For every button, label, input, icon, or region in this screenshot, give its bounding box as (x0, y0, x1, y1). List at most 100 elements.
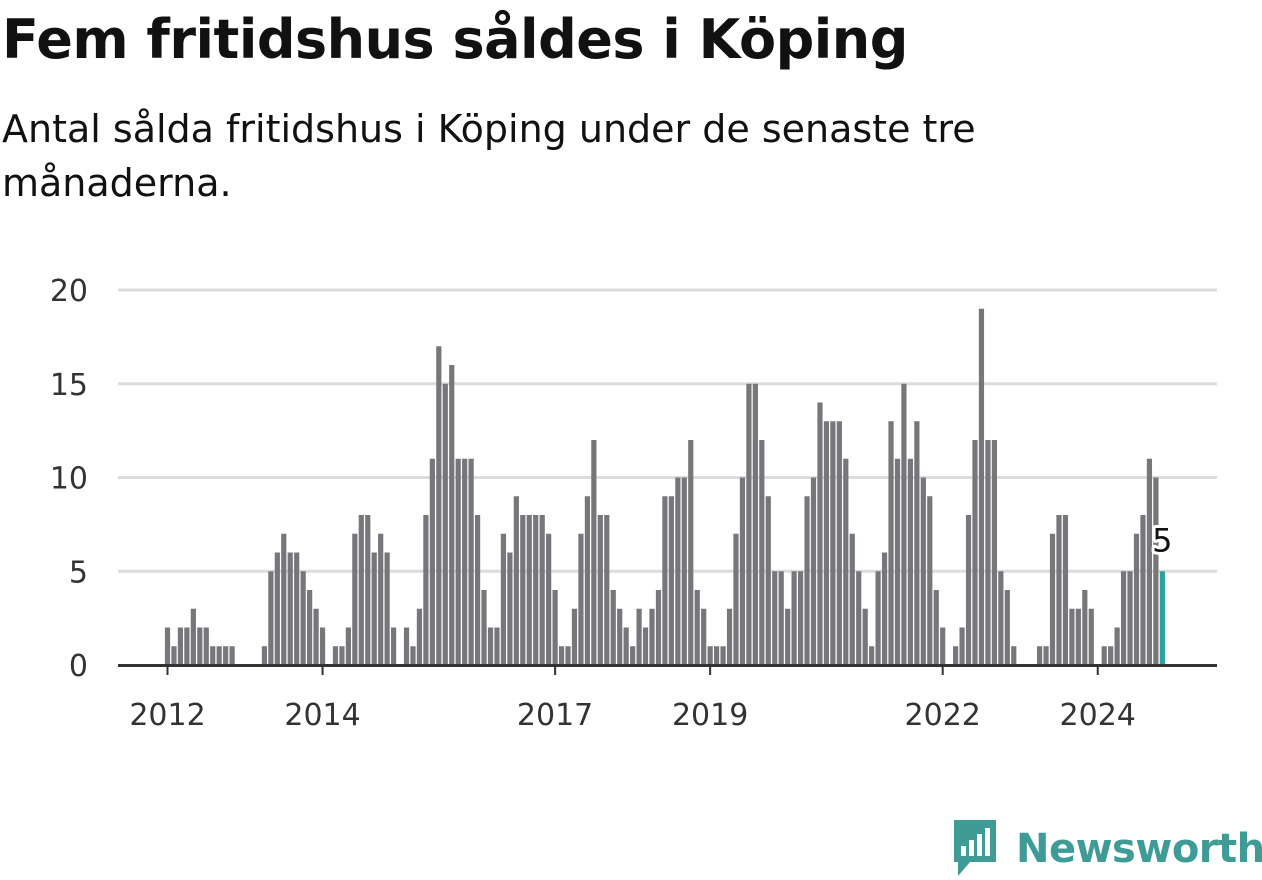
bar (959, 627, 965, 665)
bar (785, 608, 791, 665)
bar (410, 646, 416, 665)
bar (765, 496, 771, 665)
bar (894, 458, 901, 665)
bar (539, 515, 545, 665)
bar (1062, 515, 1069, 665)
last-value-label: 5 (1152, 521, 1172, 559)
bar (668, 496, 674, 665)
bar (675, 477, 681, 665)
bar (203, 627, 209, 665)
bar (442, 383, 448, 665)
bar (177, 627, 184, 665)
bar (843, 458, 849, 665)
bar (500, 533, 507, 665)
bar (391, 627, 397, 665)
bar (597, 515, 603, 665)
bar (830, 421, 836, 665)
bar (358, 515, 364, 665)
bar (352, 533, 358, 665)
bar (552, 590, 558, 665)
bar (720, 646, 726, 665)
bar (752, 383, 758, 665)
bar (565, 646, 571, 665)
x-tick-label: 2017 (517, 698, 593, 733)
bar (901, 383, 907, 665)
bar (487, 627, 494, 665)
bar (384, 552, 390, 665)
bar (1004, 590, 1010, 665)
bar (429, 458, 435, 665)
bar (558, 646, 565, 665)
newsworthy-logo-icon (954, 820, 996, 876)
bar (804, 496, 810, 665)
bar (474, 515, 481, 665)
bar (1153, 477, 1159, 665)
bar (623, 627, 629, 665)
bar-chart: 0 5 10 15 20 2012 2014 2017 2019 2022 2024 5 (50, 274, 1217, 733)
bar (726, 608, 733, 665)
bar (1114, 627, 1120, 665)
chart-subtitle: Antal sålda fritidshus i Köping under de… (2, 107, 976, 205)
bar (869, 646, 875, 665)
bar (526, 515, 532, 665)
bar (300, 571, 306, 665)
bar (1108, 646, 1114, 665)
bar (933, 590, 939, 665)
bar (571, 608, 578, 665)
bar (520, 515, 526, 665)
bar (662, 496, 668, 665)
bar (985, 440, 991, 665)
bar (920, 477, 926, 665)
bar (817, 402, 823, 665)
bar (416, 608, 423, 665)
bar (449, 365, 455, 665)
bar (649, 608, 655, 665)
bar (1043, 646, 1049, 665)
bar (972, 440, 978, 665)
bar (171, 646, 177, 665)
bar (714, 646, 720, 665)
bar (481, 590, 487, 665)
bar (655, 590, 662, 665)
bar (287, 552, 293, 665)
bar (578, 533, 584, 665)
bar (313, 608, 319, 665)
bar (462, 458, 468, 665)
x-tick-label: 2019 (672, 698, 748, 733)
bar (739, 477, 746, 665)
bar (791, 571, 797, 665)
bar (455, 458, 461, 665)
bar (436, 346, 442, 665)
bar (371, 552, 377, 665)
chart-title: Fem fritidshus såldes i Köping (2, 8, 908, 71)
bar (319, 627, 326, 665)
bar (746, 383, 752, 665)
bar (332, 646, 339, 665)
bar (881, 552, 888, 665)
bar (778, 571, 784, 665)
bar (701, 608, 707, 665)
bar (591, 440, 597, 665)
bar (1011, 646, 1017, 665)
brand-name: Newsworthy (1016, 826, 1262, 872)
bar (610, 590, 616, 665)
bar (733, 533, 739, 665)
bar (546, 533, 552, 665)
bar (339, 646, 345, 665)
bar (164, 627, 171, 665)
bar (1088, 608, 1094, 665)
x-tick-label: 2024 (1060, 698, 1136, 733)
bar (836, 421, 842, 665)
bar (927, 496, 933, 665)
bar (184, 627, 190, 665)
bar (365, 515, 371, 665)
x-tick-label: 2022 (905, 698, 981, 733)
y-tick-label: 5 (69, 555, 88, 590)
bar (1049, 533, 1056, 665)
x-tick-label: 2014 (284, 698, 360, 733)
bar (281, 533, 287, 665)
bar (1056, 515, 1062, 665)
bar (862, 608, 868, 665)
bar (914, 421, 920, 665)
bar (642, 627, 649, 665)
